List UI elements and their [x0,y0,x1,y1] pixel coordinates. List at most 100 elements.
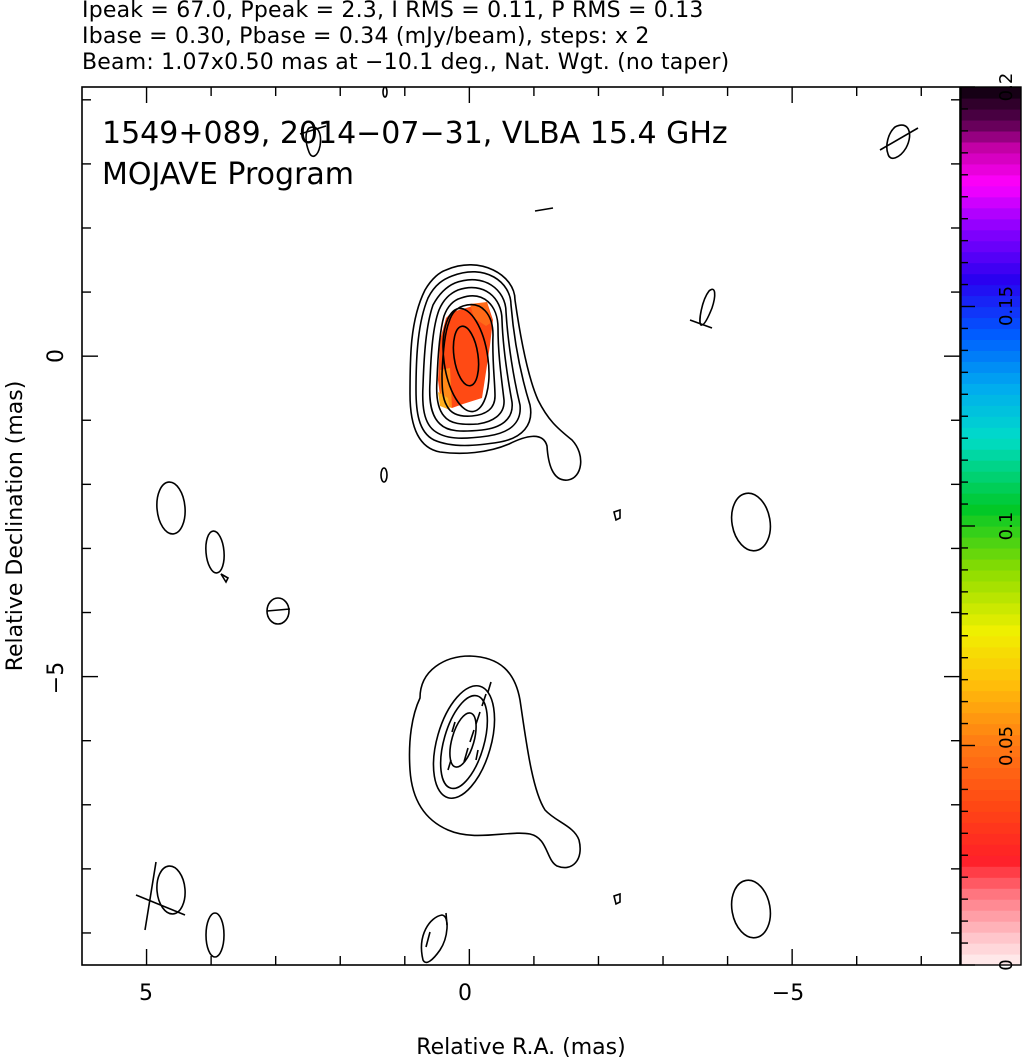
colorbar-swatch [961,119,1021,132]
colorbar-swatch [961,427,1021,439]
colorbar-swatch [961,657,1021,670]
colorbar-swatch [961,910,1021,922]
header-line-2: Ibase = 0.30, Pbase = 0.34 (mJy/beam), s… [82,24,650,49]
header-line-1: Ipeak = 67.0, Ppeak = 2.3, I RMS = 0.11,… [82,0,704,23]
colorbar-swatch [961,185,1021,198]
colorbar-swatch [961,482,1021,494]
colorbar-swatch [961,778,1021,790]
colorbar-swatch [961,394,1021,406]
colorbar-swatch [961,504,1021,516]
colorbar-swatch [961,932,1021,944]
x-tick-label: 5 [139,981,153,1006]
colorbar-swatch [961,152,1021,165]
colorbar-swatch [961,339,1021,351]
colorbar-swatch [961,756,1021,769]
colorbar-swatch [961,844,1021,856]
colorbar-swatch [961,416,1021,428]
colorbar-swatch [961,558,1021,571]
colorbar-swatch [961,613,1021,626]
colorbar-swatch [961,591,1021,604]
colorbar-swatch [961,580,1021,593]
colorbar-swatch [961,602,1021,615]
y-tick-label: −5 [44,662,69,694]
colorbar-swatch [961,734,1021,747]
colorbar-swatch [961,569,1021,582]
colorbar-swatch [961,745,1021,758]
x-tick-label: 0 [458,981,472,1006]
colorbar-swatch [961,877,1021,889]
colorbar-swatch [961,383,1021,395]
colorbar-swatch [961,954,1021,966]
colorbar-swatch [961,130,1021,143]
x-axis-title: Relative R.A. (mas) [416,1035,625,1060]
polarization-vectors [135,125,919,948]
colorbar-tick-label: 0.1 [996,512,1017,541]
plot-source-label: 1549+089, 2014−07−31, VLBA 15.4 GHz [102,116,728,151]
colorbar-swatch [961,218,1021,231]
colorbar-swatch [961,251,1021,264]
colorbar-swatch [961,493,1021,505]
colorbar-swatch [961,679,1021,692]
colorbar-swatch [961,141,1021,154]
colorbar-swatch [961,438,1021,450]
colorbar-swatch [961,372,1021,384]
colorbar-swatch [961,97,1021,110]
colorbar-swatch [961,328,1021,341]
colorbar-tick-label: 0.2 [996,73,1017,102]
colorbar-swatch [961,833,1021,845]
plot-frame [81,86,961,966]
colorbar-swatch [961,295,1021,308]
colorbar-swatch [961,229,1021,242]
colorbar-swatch [961,811,1021,823]
colorbar-swatch [961,526,1021,538]
header-line-3: Beam: 1.07x0.50 mas at −10.1 deg., Nat. … [82,50,730,75]
colorbar-swatch [961,306,1021,319]
colorbar-swatch [961,712,1021,725]
colorbar-tick-label: 0 [996,959,1017,970]
colorbar-tick-label: 0.15 [996,286,1017,326]
colorbar-swatch [961,635,1021,648]
colorbar-swatch [961,767,1021,780]
colorbar-swatch [961,471,1021,483]
colorbar-swatch [961,273,1021,286]
axis-ticks [82,87,960,965]
x-tick-label: −5 [772,981,804,1006]
colorbar-swatch [961,361,1021,373]
colorbar-swatch [961,547,1021,560]
plot-program-label: MOJAVE Program [102,157,354,192]
y-axis-title: Relative Declination (mas) [3,381,28,672]
colorbar-swatch [961,899,1021,911]
colorbar-swatch [961,690,1021,703]
colorbar-swatch [961,789,1021,801]
colorbar-swatch [961,174,1021,187]
colorbar-tick-label: 0.05 [996,726,1017,766]
colorbar-swatch [961,405,1021,417]
colorbar-swatch [961,536,1021,549]
colorbar-swatch [961,866,1021,878]
colorbar-swatch [961,317,1021,330]
colorbar-swatch [961,449,1021,461]
colorbar-swatch [961,921,1021,933]
colorbar-swatch [961,943,1021,955]
colorbar-swatch [961,888,1021,900]
colorbar-swatch [961,262,1021,275]
colorbar-swatch [961,350,1021,362]
colorbar-swatch [961,196,1021,209]
y-tick-label: 0 [44,349,69,363]
colorbar-swatch [961,460,1021,472]
colorbar-swatch [961,515,1021,527]
colorbar-swatch [961,646,1021,659]
colorbar [961,87,1021,966]
colorbar-swatch [961,822,1021,834]
colorbar-swatch [961,701,1021,714]
colorbar-swatch [961,624,1021,637]
colorbar-swatch [961,163,1021,176]
colorbar-swatch [961,87,1021,99]
colorbar-swatch [961,800,1021,812]
colorbar-swatch [961,668,1021,681]
colorbar-swatch [961,108,1021,121]
contour-lines [156,87,911,964]
colorbar-ticks [961,86,975,966]
colorbar-swatch [961,240,1021,253]
